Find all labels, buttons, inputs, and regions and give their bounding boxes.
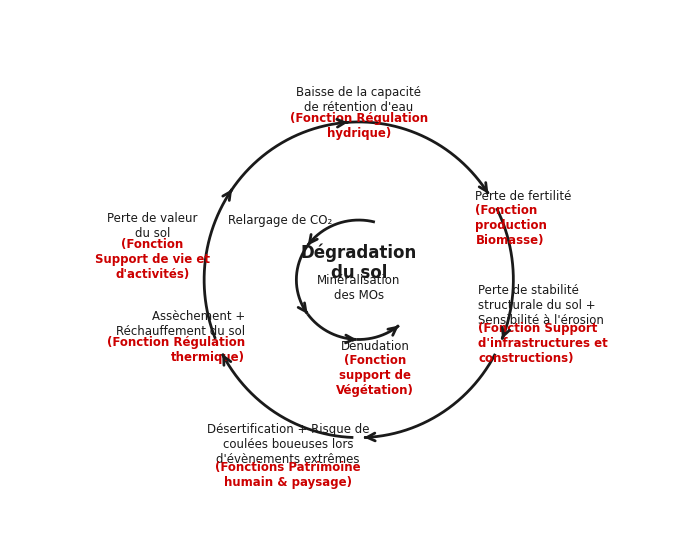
Text: Minéralisation
des MOs: Minéralisation des MOs [317, 274, 400, 302]
Text: (Fonctions Patrimoine
humain & paysage): (Fonctions Patrimoine humain & paysage) [216, 460, 361, 489]
Text: Assèchement +
Réchauffement du sol: Assèchement + Réchauffement du sol [116, 310, 245, 337]
Text: (Fonction Régulation
thermique): (Fonction Régulation thermique) [106, 336, 245, 363]
Text: (Fonction
Support de vie et
d'activités): (Fonction Support de vie et d'activités) [95, 238, 210, 280]
Text: Perte de fertilité: Perte de fertilité [475, 190, 572, 203]
Text: Dégradation
du sol: Dégradation du sol [300, 243, 417, 283]
Text: Relargage de CO₂: Relargage de CO₂ [228, 213, 332, 227]
Text: Perte de stabilité
structurale du sol +
Sensibilité à l'érosion: Perte de stabilité structurale du sol + … [478, 284, 604, 327]
Text: Dénudation: Dénudation [341, 340, 409, 353]
Text: (Fonction
production
Biomasse): (Fonction production Biomasse) [475, 204, 547, 247]
Text: Perte de valeur
du sol: Perte de valeur du sol [107, 212, 198, 239]
Text: Désertification + Risque de
coulées boueuses lors
d'évènements extrêmes: Désertification + Risque de coulées boue… [207, 423, 370, 466]
Text: (Fonction
support de
Végétation): (Fonction support de Végétation) [336, 355, 414, 397]
Text: (Fonction Support
d'infrastructures et
constructions): (Fonction Support d'infrastructures et c… [478, 322, 608, 365]
Text: Baisse de la capacité
de rétention d'eau: Baisse de la capacité de rétention d'eau [296, 86, 421, 114]
Text: (Fonction Régulation
hydrique): (Fonction Régulation hydrique) [290, 112, 428, 140]
